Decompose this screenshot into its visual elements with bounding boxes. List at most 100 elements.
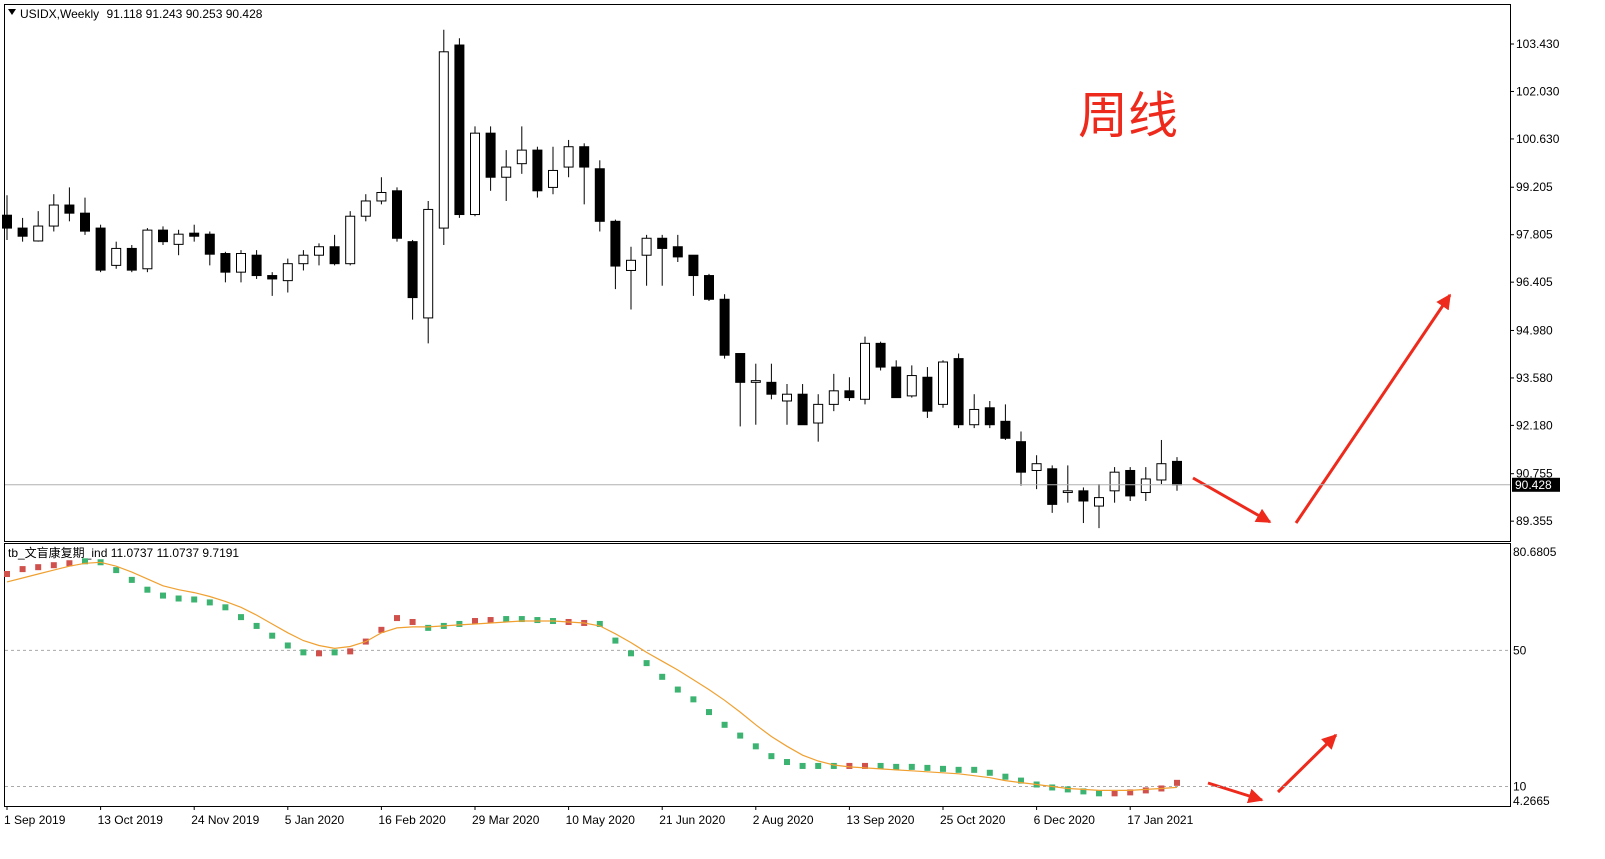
y-tick-label: 100.630: [1516, 132, 1560, 146]
indicator-dot: [1064, 786, 1071, 793]
indicator-dot: [487, 617, 494, 624]
candle-body: [1125, 469, 1136, 497]
indicator-dot: [160, 592, 166, 599]
indicator-dot: [971, 766, 978, 773]
candle-body: [485, 132, 496, 178]
candle-body: [1062, 490, 1073, 494]
indicator-dot: [986, 769, 993, 776]
y-tick-label: 90.755: [1516, 467, 1553, 481]
indicator-dot: [815, 762, 822, 769]
candle-body: [360, 200, 371, 217]
candle-body: [204, 233, 215, 255]
y-tick-label: 89.355: [1516, 514, 1553, 528]
candle-body: [719, 298, 730, 356]
indicator-dot: [1002, 773, 1009, 780]
candle-body: [828, 390, 839, 405]
indicator-dot: [1018, 777, 1024, 784]
candle-body: [111, 247, 122, 266]
readout: 9.7191: [202, 546, 239, 560]
indicator-dot: [799, 762, 806, 769]
indicator-dot: [659, 673, 666, 680]
menu-triangle[interactable]: [8, 9, 16, 15]
candle-body: [906, 375, 917, 397]
y-tick-label: 10: [1513, 779, 1527, 793]
candle-body: [220, 253, 231, 273]
indicator-dot: [534, 617, 541, 624]
candle-body: [126, 247, 137, 271]
indicator-dot: [378, 626, 385, 633]
price-header: USIDX,Weekly 91.118 91.243 90.253 90.428: [20, 7, 263, 21]
candle-body: [1078, 490, 1089, 502]
indicator-dot: [737, 732, 744, 739]
indicator-dot: [908, 763, 915, 770]
candle-body: [267, 275, 278, 280]
candle-body: [875, 342, 886, 368]
indicator-dot: [596, 620, 603, 627]
candle-body: [33, 225, 44, 242]
last-price-box: [1512, 477, 1560, 492]
price-panel: [4, 4, 1511, 542]
indicator-dot: [82, 558, 88, 565]
indicator-dot: [940, 765, 946, 772]
indicator-dot: [253, 622, 260, 629]
candle-body: [48, 204, 59, 227]
indicator-dot: [66, 560, 73, 567]
indicator-dot: [4, 571, 10, 578]
candle-body: [516, 149, 527, 165]
indicator-dot: [1142, 787, 1149, 794]
candle-body: [1016, 441, 1026, 473]
indicator-dot: [1127, 789, 1134, 796]
indicator-panel: [4, 543, 1511, 807]
arrow: [1207, 781, 1264, 804]
candle-body: [626, 259, 636, 271]
indicator-dot: [674, 686, 681, 693]
indicator-dot: [316, 650, 322, 657]
indicator-dot: [472, 618, 478, 625]
candle-body: [64, 204, 75, 214]
high-readout: 91.243: [146, 7, 183, 21]
indicator-dot: [222, 604, 229, 611]
candle-body: [158, 229, 168, 243]
x-tick-label: 5 Jan 2020: [285, 813, 345, 827]
candle-body: [688, 254, 699, 277]
candle-body: [17, 227, 28, 237]
candle-body: [984, 407, 995, 426]
indicator-line: [6, 561, 1178, 791]
indicator-dot: [1080, 788, 1087, 795]
y-tick-label: 99.205: [1516, 180, 1553, 194]
candle-body: [610, 220, 621, 267]
candle-body: [1172, 460, 1182, 486]
indicator-dot: [269, 632, 276, 639]
candle-body: [2, 214, 12, 229]
x-tick-label: 21 Jun 2020: [659, 813, 725, 827]
y-tick-label: 50: [1513, 643, 1527, 657]
candle-body: [1109, 471, 1120, 492]
indicator-dot: [1096, 790, 1102, 797]
indicator-dot: [300, 649, 307, 656]
candle-body: [407, 241, 418, 299]
candle-body: [860, 342, 870, 400]
x-tick-label: 2 Aug 2020: [753, 813, 814, 827]
candle-body: [470, 132, 480, 216]
indicator-dot: [768, 753, 775, 760]
indicator-dot: [628, 650, 634, 657]
open-readout: 91.118: [106, 7, 142, 21]
candle-body: [423, 208, 434, 319]
x-tick-label: 13 Oct 2019: [98, 813, 164, 827]
close-readout: 90.428: [226, 7, 263, 21]
y-tick-label: 97.805: [1516, 228, 1553, 242]
candle-body: [969, 408, 980, 426]
x-tick-label: 24 Nov 2019: [191, 813, 259, 827]
candle-body: [189, 232, 200, 237]
candle-body: [548, 169, 558, 188]
indicator-dot: [924, 764, 931, 771]
candle-body: [298, 254, 309, 265]
indicator-dot: [191, 596, 198, 603]
candle-body: [314, 246, 324, 256]
candle-body: [594, 168, 605, 222]
y-tick-label: 103.430: [1516, 37, 1560, 51]
candle-body: [704, 275, 714, 300]
indicator-dot: [612, 637, 619, 644]
